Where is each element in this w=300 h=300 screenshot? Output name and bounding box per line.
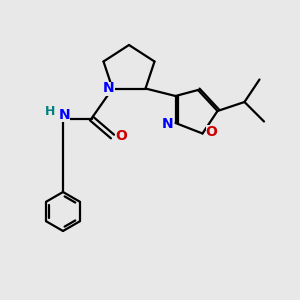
Text: N: N — [59, 108, 70, 122]
Text: H: H — [45, 105, 56, 119]
Text: O: O — [206, 125, 218, 139]
Text: N: N — [161, 118, 173, 131]
Text: O: O — [115, 130, 127, 143]
Text: N: N — [103, 82, 115, 95]
